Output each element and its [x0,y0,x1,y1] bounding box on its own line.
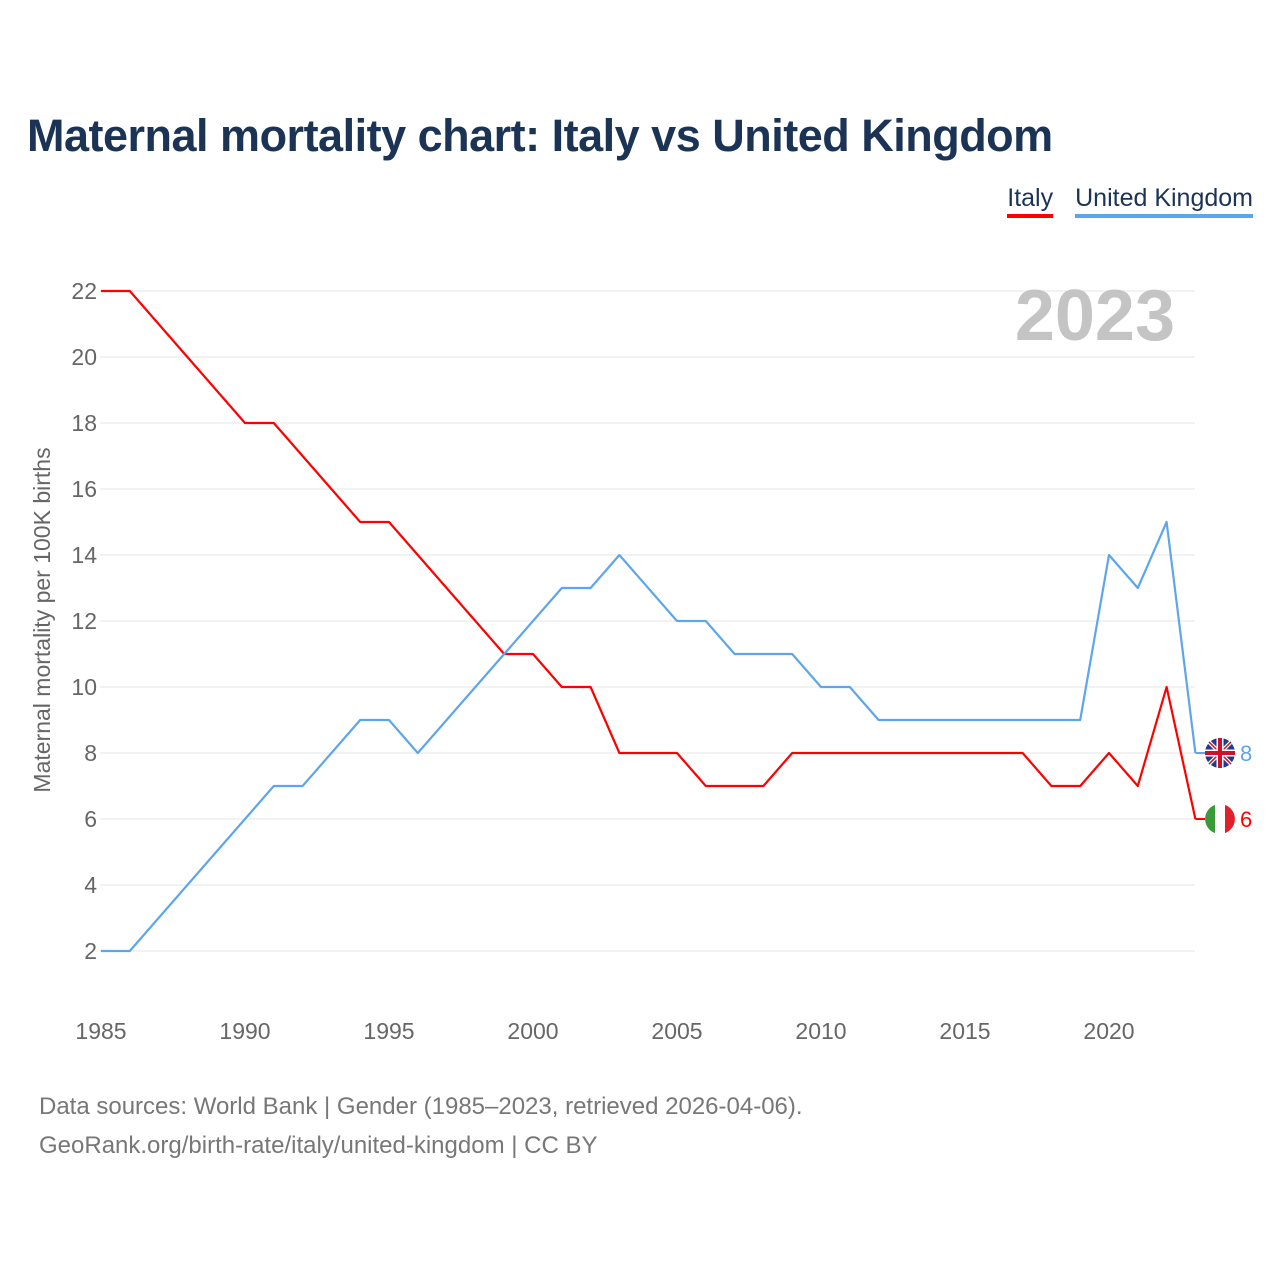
end-value-label: 6 [1240,807,1252,832]
series-line-united-kingdom [101,520,1197,953]
y-tick-label: 4 [84,872,97,898]
footer-sources: Data sources: World Bank | Gender (1985–… [39,1093,803,1120]
y-axis-label: Maternal mortality per 100K births [29,447,55,792]
x-tick-label: 1995 [363,1018,414,1044]
x-tick-label: 2015 [939,1018,990,1044]
x-tick-label: 2000 [507,1018,558,1044]
y-tick-label: 14 [71,542,97,568]
flag-italy-red [1225,804,1235,834]
footer-link[interactable]: GeoRank.org/birth-rate/italy/united-king… [39,1132,598,1159]
y-tick-label: 10 [71,674,97,700]
flag-uk-cross-red [1205,738,1235,768]
end-value-label: 8 [1240,741,1252,766]
x-tick-label: 2010 [795,1018,846,1044]
y-tick-label: 18 [71,410,97,436]
y-tick-label: 22 [71,278,97,304]
legend: Italy United Kingdom [1007,184,1253,218]
y-tick-label: 12 [71,608,97,634]
y-tick-label: 16 [71,476,97,502]
flag-italy-green [1205,804,1215,834]
footer: Data sources: World Bank | Gender (1985–… [39,1087,803,1165]
x-tick-label: 2005 [651,1018,702,1044]
y-tick-label: 2 [84,938,97,964]
y-tick-label: 8 [84,740,97,766]
legend-item-united-kingdom[interactable]: United Kingdom [1075,184,1253,218]
x-tick-label: 1985 [75,1018,126,1044]
x-tick-label: 2020 [1083,1018,1134,1044]
year-watermark: 2023 [1015,276,1175,356]
x-tick-label: 1990 [219,1018,270,1044]
chart-title: Maternal mortality chart: Italy vs Unite… [27,110,1053,161]
y-tick-label: 6 [84,806,97,832]
y-tick-label: 20 [71,344,97,370]
legend-item-italy[interactable]: Italy [1007,184,1054,218]
series-line-italy [101,289,1197,820]
